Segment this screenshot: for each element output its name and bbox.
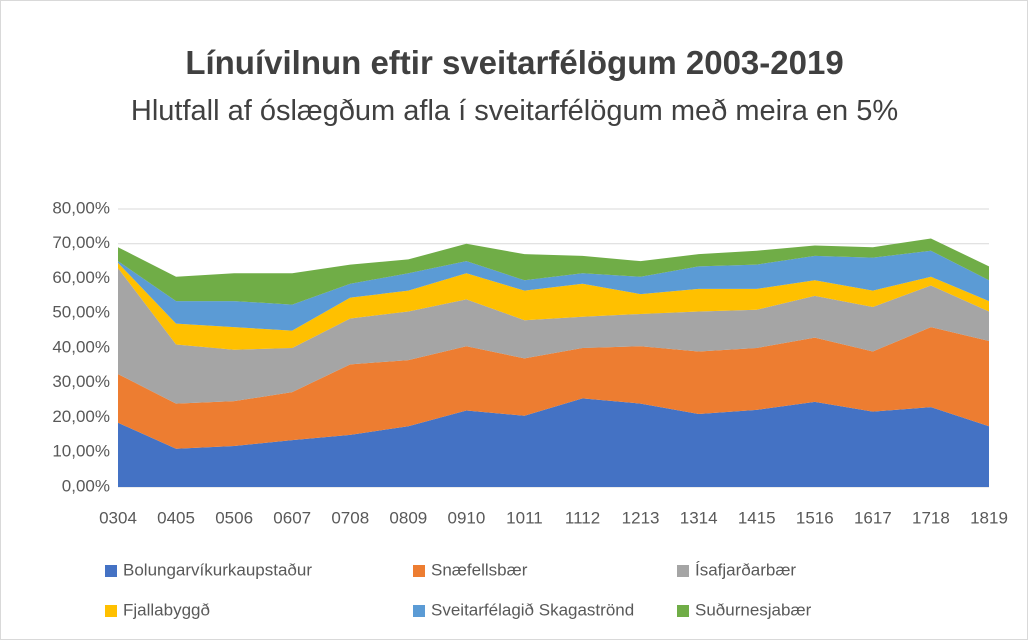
y-tick-label: 40,00% <box>52 337 110 356</box>
x-tick-label: 0506 <box>215 508 253 527</box>
legend-swatch <box>677 605 689 617</box>
legend-swatch <box>413 605 425 617</box>
legend-label: Bolungarvíkurkaupstaður <box>123 560 312 579</box>
y-tick-label: 50,00% <box>52 303 110 322</box>
legend-label: Ísafjarðarbær <box>695 560 796 579</box>
legend-swatch <box>677 565 689 577</box>
x-tick-label: 0809 <box>389 508 427 527</box>
x-tick-label: 1819 <box>970 508 1008 527</box>
y-tick-label: 80,00% <box>52 198 110 217</box>
y-tick-label: 20,00% <box>52 407 110 426</box>
legend-swatch <box>105 605 117 617</box>
legend-label: Sveitarfélagið Skagaströnd <box>431 600 634 619</box>
x-tick-label: 0708 <box>331 508 369 527</box>
x-tick-label: 1213 <box>622 508 660 527</box>
area <box>118 238 989 305</box>
x-tick-label: 0910 <box>447 508 485 527</box>
y-tick-label: 70,00% <box>52 233 110 252</box>
x-tick-label: 1718 <box>912 508 950 527</box>
area <box>118 268 989 404</box>
y-tick-label: 10,00% <box>52 442 110 461</box>
x-tick-label: 0405 <box>157 508 195 527</box>
x-tick-label: 1415 <box>738 508 776 527</box>
x-tick-label: 1314 <box>680 508 718 527</box>
legend-label: Fjallabyggð <box>123 600 210 619</box>
area <box>118 250 989 331</box>
x-tick-label: 1516 <box>796 508 834 527</box>
chart-title: Línuívilnun eftir sveitarfélögum 2003-20… <box>185 44 844 81</box>
legend-label: Snæfellsbær <box>431 560 528 579</box>
x-tick-label: 0304 <box>99 508 137 527</box>
area <box>118 262 989 350</box>
area <box>118 398 989 487</box>
y-tick-label: 60,00% <box>52 268 110 287</box>
area <box>118 327 989 449</box>
legend-swatch <box>105 565 117 577</box>
y-tick-label: 30,00% <box>52 372 110 391</box>
x-tick-label: 1617 <box>854 508 892 527</box>
legend-swatch <box>413 565 425 577</box>
x-tick-label: 0607 <box>273 508 311 527</box>
chart-subtitle: Hlutfall af óslægðum afla í sveitarfélög… <box>130 95 899 127</box>
legend-label: Suðurnesjabær <box>695 600 812 619</box>
x-tick-label: 1112 <box>565 508 600 527</box>
x-tick-label: 1011 <box>506 508 543 527</box>
y-tick-label: 0,00% <box>62 476 110 495</box>
